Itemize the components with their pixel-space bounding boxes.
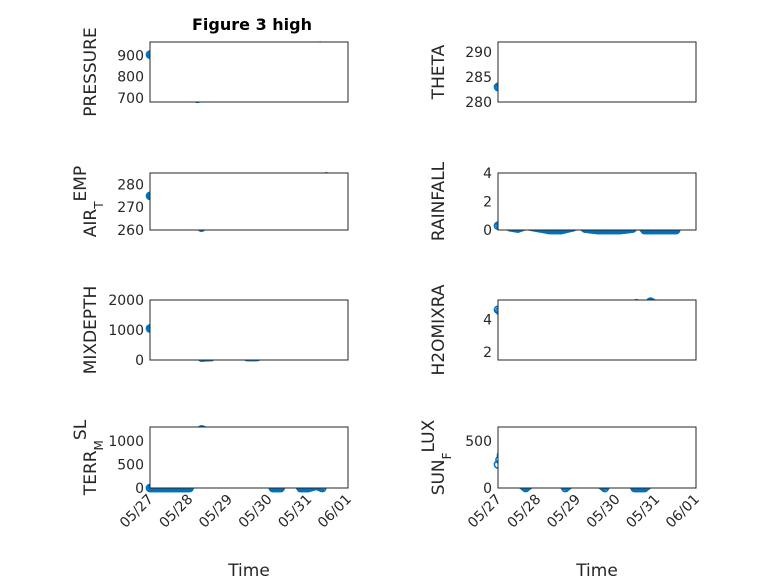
x-tick-label: 05/28 — [505, 492, 545, 532]
y-axis-label: PRESSURE — [81, 27, 101, 116]
x-tick-label: 05/28 — [157, 492, 197, 532]
y-tick-label: 285 — [465, 70, 492, 86]
y-tick-label: 280 — [117, 177, 144, 193]
y-tick-label: 2000 — [108, 293, 144, 309]
y-tick-label: 2 — [483, 345, 492, 361]
y-tick-label: 4 — [483, 166, 492, 182]
subplot-8: 05/27 05/28 05/29 05/30 05/31 06/01 0 500 SUNFLU… — [419, 419, 703, 581]
y-axis-label: TERRMSL — [71, 419, 106, 496]
x-tick-label: 05/31 — [623, 492, 663, 532]
x-tick-label: 05/29 — [544, 492, 584, 532]
axes-frame — [149, 299, 349, 361]
y-tick-label: 0 — [483, 481, 492, 497]
subplot-4: 0 2 4 RAINFALL — [429, 161, 697, 241]
x-tick-label: 05/30 — [236, 492, 276, 532]
subplot-6: 2 4 H2OMIXRA — [429, 284, 697, 376]
y-tick-label: 0 — [135, 481, 144, 497]
x-axis-label: Time — [227, 561, 270, 581]
y-tick-label: 700 — [117, 91, 144, 107]
y-tick-label: 900 — [117, 49, 144, 65]
axes-frame — [497, 299, 697, 361]
y-tick-label: 1000 — [108, 434, 144, 450]
subplot-2: 280 285 290 THETA — [429, 41, 697, 111]
x-tick-label: 05/30 — [584, 492, 624, 532]
y-axis-label: SUNFLUX — [419, 419, 454, 495]
subplot-grid: 700 800 900 PRESSURE 280 285 290 THETA 260 270 280… — [71, 27, 703, 581]
y-tick-label: 500 — [117, 458, 144, 474]
y-axis-label: RAINFALL — [429, 161, 449, 241]
y-tick-label: 800 — [117, 70, 144, 86]
y-tick-label: 290 — [465, 45, 492, 61]
y-tick-label: 280 — [465, 95, 492, 111]
y-axis-label: MIXDEPTH — [81, 286, 101, 375]
subplot-3: 260 270 280 AIRTEMP — [71, 166, 349, 239]
x-tick-label: 05/27 — [465, 492, 505, 532]
y-tick-label: 0 — [135, 353, 144, 369]
axes-frame — [149, 426, 349, 489]
subplot-5: 0 1000 2000 MIXDEPTH — [81, 286, 349, 375]
y-axis-label: H2OMIXRA — [429, 284, 449, 375]
x-tick-label: 05/31 — [275, 492, 315, 532]
y-tick-label: 500 — [465, 434, 492, 450]
y-tick-label: 0 — [483, 223, 492, 239]
x-tick-label: 05/27 — [117, 492, 157, 532]
y-tick-label: 1000 — [108, 323, 144, 339]
y-tick-label: 270 — [117, 200, 144, 216]
x-tick-label: 05/29 — [196, 492, 236, 532]
y-axis-label: THETA — [429, 44, 449, 100]
x-tick-label: 06/01 — [315, 492, 355, 532]
axes-frame — [497, 41, 697, 103]
axes-frame — [149, 172, 349, 231]
x-axis-label: Time — [575, 561, 618, 581]
subplot-7: 05/27 05/28 05/29 05/30 05/31 06/01 0 500 1000TE… — [71, 419, 355, 581]
x-tick-label: 06/01 — [663, 492, 703, 532]
axes-frame — [149, 41, 349, 103]
axes-frame — [497, 172, 697, 231]
y-tick-label: 260 — [117, 223, 144, 239]
figure-title: Figure 3 high — [192, 15, 312, 34]
subplot-1: 700 800 900 PRESSURE — [81, 27, 349, 117]
y-axis-label: AIRTEMP — [71, 166, 106, 237]
y-tick-label: 2 — [483, 195, 492, 211]
y-tick-label: 4 — [483, 312, 492, 328]
axes-frame — [497, 426, 697, 489]
